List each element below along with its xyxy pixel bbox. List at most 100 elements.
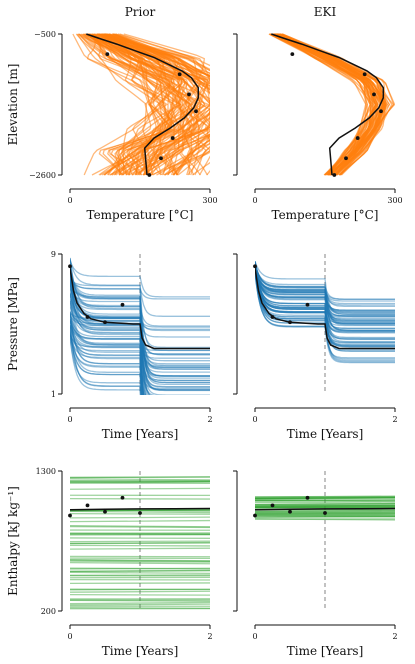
ensemble-member-line [70,313,210,359]
ensemble-member-line [70,487,210,490]
ensemble-member-line [255,497,395,500]
ensemble-member-line [255,268,395,324]
ensemble-member-line [70,313,155,395]
ensemble-member-line [70,559,210,562]
ensemble-member-line [70,310,210,352]
x-axis-label: Time [Years] [287,644,364,658]
ensemble-member-line [255,272,395,332]
panel-prior-pressure [58,253,211,412]
ensemble-member-line [255,516,395,519]
truth-line [255,267,395,350]
ensemble-member-line [255,267,395,321]
ensemble-member-line [70,320,145,395]
ensemble-member-line [104,33,210,176]
ensemble-member-line [255,499,395,501]
ensemble-member-line [255,270,395,331]
observation-point [332,173,337,177]
observation-point [187,92,191,97]
panel-prior-temperature [58,33,211,193]
ensemble-member-line [255,272,395,360]
ensemble-member-line [255,263,395,311]
y-tick-label: −500 [34,30,56,39]
observation-point [147,173,152,177]
column-title: EKI [314,5,337,19]
observation-point [120,495,125,500]
y-tick-label: 1 [51,390,56,399]
ensemble-member-line [70,278,210,377]
ensemble-member-line [255,263,395,343]
ensemble-member-line [255,262,395,314]
ensemble-member-line [255,505,395,508]
observation-point [159,156,163,161]
ensemble-member-line [255,272,395,333]
ensemble-member-line [70,300,210,355]
ensemble-member-line [70,570,210,572]
ensemble-member-line [70,601,210,605]
observation-point [305,302,310,307]
ensemble-member-line [70,476,210,479]
ensemble-member-line [70,292,144,395]
ensemble-member-line [70,318,147,395]
ensemble-member-line [70,268,210,384]
ensemble-member-line [255,271,395,317]
ensemble-member-line [70,330,142,395]
ensemble-member-line [255,270,395,313]
ensemble-member-line [255,263,395,352]
ensemble-member-line [112,33,210,176]
ensemble-member-line [255,269,395,345]
panel-prior-enthalpy [58,470,211,629]
ensemble-member-line [93,33,198,176]
plot-content [268,33,395,176]
ensemble-member-line [70,312,210,328]
ensemble-member-line [255,270,395,340]
observation-point [68,264,72,269]
ensemble-member-line [87,33,183,176]
ensemble-member-line [70,283,210,356]
ensemble-member-line [255,260,395,315]
ensemble-member-line [70,335,146,395]
ensemble-member-line [70,319,144,395]
observation-point [379,109,383,114]
observation-point [253,513,257,518]
observation-point [288,320,292,325]
ensemble-member-line [70,266,210,365]
ensemble-member-line [255,267,395,343]
observation-point [362,72,367,77]
ensemble-member-line [255,504,395,507]
ensemble-member-line [70,324,142,395]
ensemble-member-line [70,288,210,385]
ensemble-member-line [70,532,210,535]
x-tick-label: 0 [67,632,72,641]
ensemble-member-line [255,268,395,301]
ensemble-member-line [255,495,395,498]
ensemble-member-line [255,503,395,506]
ensemble-member-line [255,268,395,332]
ensemble-member-line [255,506,395,509]
ensemble-member-line [104,33,210,176]
ensemble-member-line [105,33,210,175]
ensemble-member-line [255,263,395,339]
ensemble-member-line [255,273,395,330]
ensemble-member-line [70,300,210,330]
ensemble-member-line [95,33,210,176]
ensemble-member-line [70,333,144,395]
ensemble-member-line [255,508,395,512]
observation-point [253,264,257,269]
observation-point [68,513,72,518]
panel-eki-temperature [233,33,396,193]
ensemble-member-line [255,504,395,508]
observation-point [290,52,295,57]
ensemble-member-line [70,544,210,547]
plot-content [255,254,395,394]
y-axis-label: Elevation [m] [6,64,20,146]
ensemble-member-line [70,335,143,395]
ensemble-member-line [81,33,180,176]
ensemble-member-line [70,277,210,391]
x-tick-label: 0 [252,196,257,205]
y-axis-label: Pressure [MPa] [6,277,20,371]
ensemble-member-line [255,263,395,322]
observation-point [105,52,110,57]
plot-content [255,471,395,611]
ensemble-member-line [70,293,210,356]
